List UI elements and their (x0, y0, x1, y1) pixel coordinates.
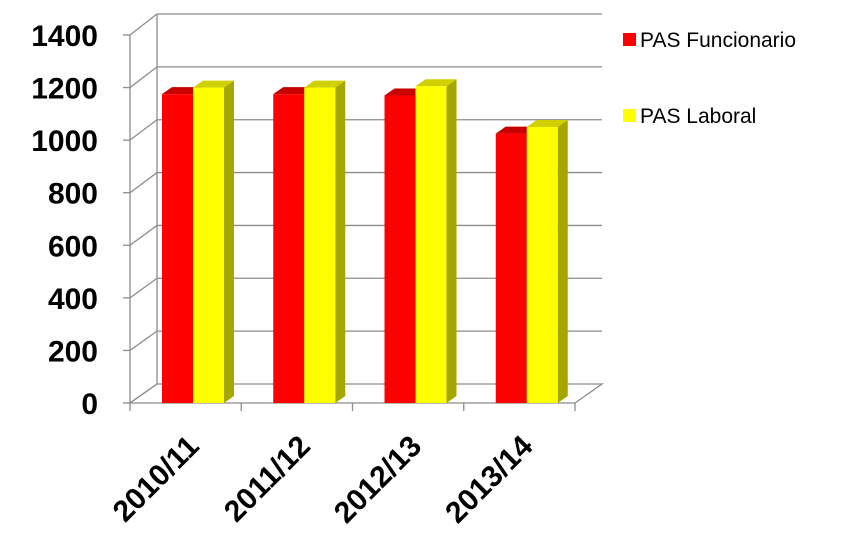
legend-label-pas-laboral: PAS Laboral (640, 105, 756, 128)
bar-top (495, 126, 537, 134)
bar-front (162, 94, 193, 404)
bar-front (304, 87, 336, 404)
bar-top (526, 120, 568, 127)
x-tick-label: 2011/12 (218, 430, 317, 529)
y-tick-label: 1400 (31, 20, 98, 53)
bar-front (384, 95, 416, 403)
legend-label-pas-funcionario: PAS Funcionario (640, 29, 796, 52)
bar-top (304, 80, 346, 88)
bar-front (495, 133, 527, 404)
bar-front (526, 127, 558, 403)
gridline-side (129, 66, 158, 89)
bar-pas-laboral-2012-13 (415, 79, 457, 403)
bar-side (446, 79, 457, 403)
x-tick-label: 2012/13 (328, 430, 428, 530)
y-tick-label: 600 (48, 230, 98, 263)
bar-front (415, 86, 447, 403)
y-tick-label: 400 (48, 283, 98, 316)
y-tick-label: 1000 (31, 125, 98, 158)
bar-top (162, 87, 203, 95)
legend-swatch-pas-laboral (623, 109, 636, 122)
y-tick-label: 1200 (31, 73, 98, 106)
y-tick-label: 200 (48, 335, 98, 368)
gridline-side (129, 119, 158, 141)
chart-axes (123, 14, 605, 411)
gridline-side (129, 13, 158, 36)
bar-pas-laboral-2011-12 (304, 80, 346, 404)
gridline-side (129, 277, 158, 299)
bar-pas-laboral-2013-14 (526, 120, 568, 403)
x-tick-label: 2010/11 (107, 430, 206, 529)
bar-top (193, 80, 234, 88)
bar-side (224, 80, 234, 404)
bar-side (557, 120, 568, 403)
legend-swatch-pas-funcionario (623, 33, 636, 46)
bar-top (273, 87, 315, 95)
x-tick-label: 2013/14 (439, 429, 539, 529)
y-axis-ticks: 0 200 400 600 800 1000 1200 1400 (31, 20, 98, 421)
x-axis-ticks: 2010/11 2011/12 2012/13 2013/14 (107, 429, 540, 529)
bar-front (193, 87, 224, 404)
y-tick-label: 0 (81, 388, 98, 421)
bar-front (273, 94, 305, 404)
bar-top (415, 79, 457, 87)
gridline-side (129, 172, 158, 194)
bar-pas-laboral-2010-11 (193, 80, 234, 404)
gridline-side (129, 330, 158, 351)
gridline-side (129, 224, 158, 246)
bar-side (335, 80, 346, 404)
bar-top (384, 88, 426, 96)
chart-bars (162, 79, 568, 404)
y-tick-label: 800 (48, 178, 98, 211)
legend: PAS Funcionario PAS Laboral (623, 29, 796, 128)
